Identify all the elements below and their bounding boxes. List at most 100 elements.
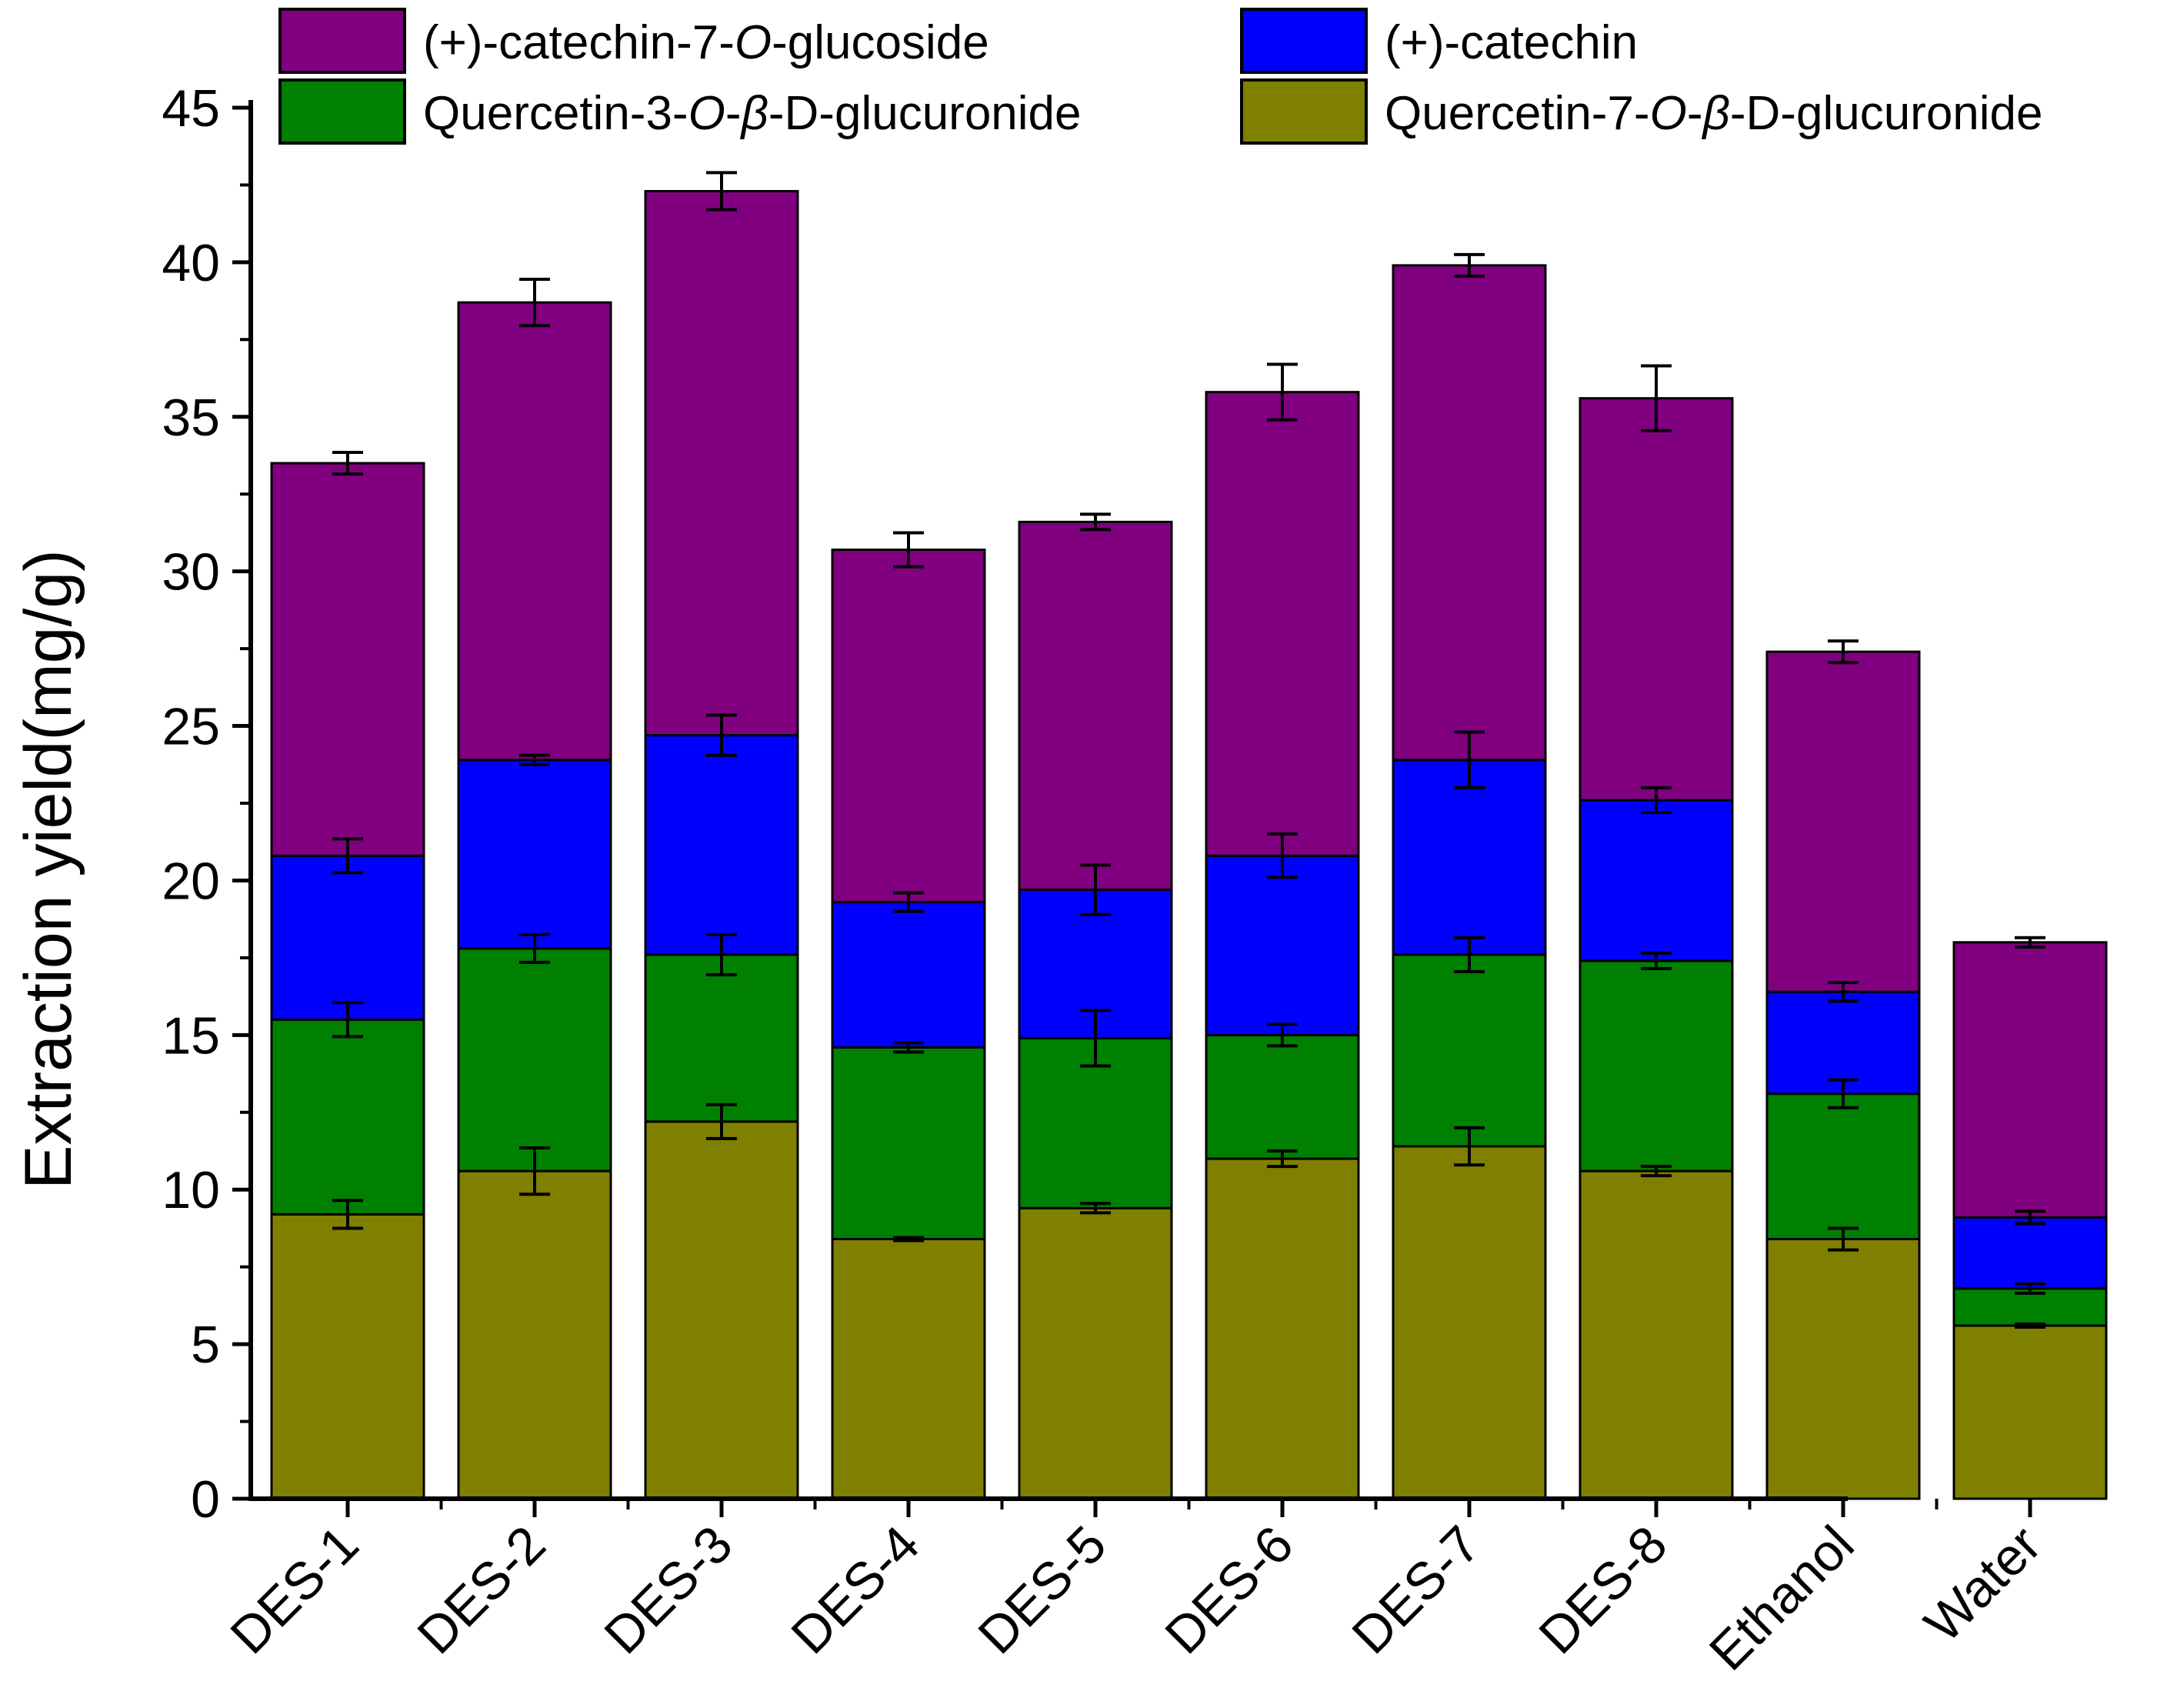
error-bar — [1454, 1126, 1485, 1167]
bar-segment — [1952, 1216, 2108, 1290]
error-bar — [1267, 1022, 1298, 1048]
error-bar — [2015, 1282, 2045, 1295]
y-tick-label: 40 — [162, 234, 220, 292]
bar-segment — [270, 854, 425, 1021]
error-bar — [332, 837, 363, 875]
bar-segment — [644, 953, 799, 1123]
bar-segment — [1765, 1093, 1921, 1241]
bar-segment — [1018, 1206, 1173, 1500]
error-bar — [706, 1103, 737, 1140]
error-bar — [1454, 252, 1485, 278]
error-bar — [2015, 1209, 2045, 1226]
y-tick-label: 30 — [162, 543, 220, 602]
x-tick-label: DES-1 — [219, 1515, 369, 1665]
error-bar — [332, 1001, 363, 1039]
error-bar — [893, 1236, 924, 1243]
error-bar — [1454, 936, 1485, 973]
error-bar — [1828, 1078, 1859, 1109]
error-bar — [706, 171, 737, 212]
y-tick-label: 0 — [191, 1470, 220, 1529]
x-tick-label: Ethanol — [1699, 1515, 1865, 1682]
legend-label: Quercetin-3-O-β-D-glucuronide — [423, 87, 1082, 140]
bar-segment — [1205, 1157, 1360, 1500]
error-bar — [1454, 730, 1485, 789]
bar-segment — [457, 759, 612, 950]
y-tick-label: 35 — [162, 389, 220, 447]
y-tick-label: 20 — [162, 852, 220, 910]
bar-segment — [1765, 990, 1921, 1096]
bar-segment — [1392, 264, 1547, 762]
bar-segment — [644, 189, 799, 737]
error-bar — [332, 450, 363, 476]
error-bar — [519, 1146, 550, 1196]
legend-item: Quercetin-3-O-β-D-glucuronide — [278, 78, 1082, 145]
error-bars-layer — [332, 171, 2045, 1329]
error-bar — [1267, 832, 1298, 879]
error-bar — [1080, 863, 1111, 916]
bar-segment — [1205, 854, 1360, 1036]
error-bar — [1641, 1165, 1672, 1178]
error-bar — [1828, 981, 1859, 1003]
bar-segment — [1765, 650, 1921, 993]
bar-segment — [831, 901, 986, 1049]
x-tick-label: DES-6 — [1154, 1515, 1304, 1665]
error-bar — [1080, 512, 1111, 532]
error-bar — [706, 713, 737, 757]
error-bar — [2015, 936, 2045, 949]
x-tick-label: DES-3 — [593, 1515, 743, 1665]
legend-swatch — [1240, 8, 1368, 74]
bar-segment — [457, 1169, 612, 1500]
bars-layer — [270, 189, 2108, 1500]
error-bar — [1641, 786, 1672, 815]
bar-segment — [270, 462, 425, 857]
bar-segment — [644, 1120, 799, 1500]
legend-swatch — [278, 8, 406, 74]
error-bar — [1267, 362, 1298, 422]
legend: (+)-catechin-7-O-glucoside (+)-catechin Qu… — [278, 8, 2043, 145]
legend-label: Quercetin-7-O-β-D-glucuronide — [1385, 87, 2043, 140]
bar-segment — [1579, 799, 1734, 962]
legend-item: (+)-catechin-7-O-glucoside — [278, 8, 989, 74]
error-bar — [332, 1199, 363, 1230]
x-tick-label: DES-5 — [967, 1515, 1117, 1665]
bar-segment — [644, 734, 799, 956]
x-tick-label: DES-7 — [1341, 1515, 1491, 1665]
x-tick-label: DES-2 — [406, 1515, 556, 1665]
bar-segment — [270, 1018, 425, 1216]
x-tick-label: Water — [1913, 1515, 2052, 1653]
bar-segment — [1765, 1238, 1921, 1500]
bar-segment — [457, 947, 612, 1173]
bar-segment — [1952, 941, 2108, 1219]
y-tick-label: 45 — [162, 79, 220, 138]
legend-label: (+)-catechin-7-O-glucoside — [423, 16, 989, 69]
error-bar — [706, 932, 737, 976]
x-tick-label: DES-4 — [780, 1515, 930, 1665]
legend-label: (+)-catechin — [1385, 16, 1638, 69]
error-bar — [1828, 1226, 1859, 1252]
error-bar — [519, 753, 550, 766]
y-tick-label: 5 — [191, 1316, 220, 1374]
error-bar — [1080, 1202, 1111, 1215]
error-bar — [1080, 1009, 1111, 1068]
bar-segment — [1392, 953, 1547, 1148]
error-bar — [893, 531, 924, 569]
error-bar — [893, 891, 924, 913]
legend-swatch — [1240, 78, 1368, 145]
legend-item: Quercetin-7-O-β-D-glucuronide — [1240, 78, 2043, 145]
legend-swatch — [278, 78, 406, 145]
y-tick-label: 10 — [162, 1161, 220, 1219]
bar-segment — [1205, 391, 1360, 857]
error-bar — [1828, 639, 1859, 665]
error-bar — [1267, 1149, 1298, 1169]
legend-item: (+)-catechin — [1240, 8, 1638, 74]
error-bar — [1641, 951, 1672, 970]
error-bar — [893, 1041, 924, 1054]
bar-segment — [831, 1046, 986, 1241]
bar-segment — [1952, 1324, 2108, 1500]
bar-segment — [1392, 1145, 1547, 1500]
bar-segment — [1579, 397, 1734, 802]
bar-segment — [270, 1213, 425, 1500]
error-bar — [519, 277, 550, 328]
bar-segment — [1579, 1169, 1734, 1500]
